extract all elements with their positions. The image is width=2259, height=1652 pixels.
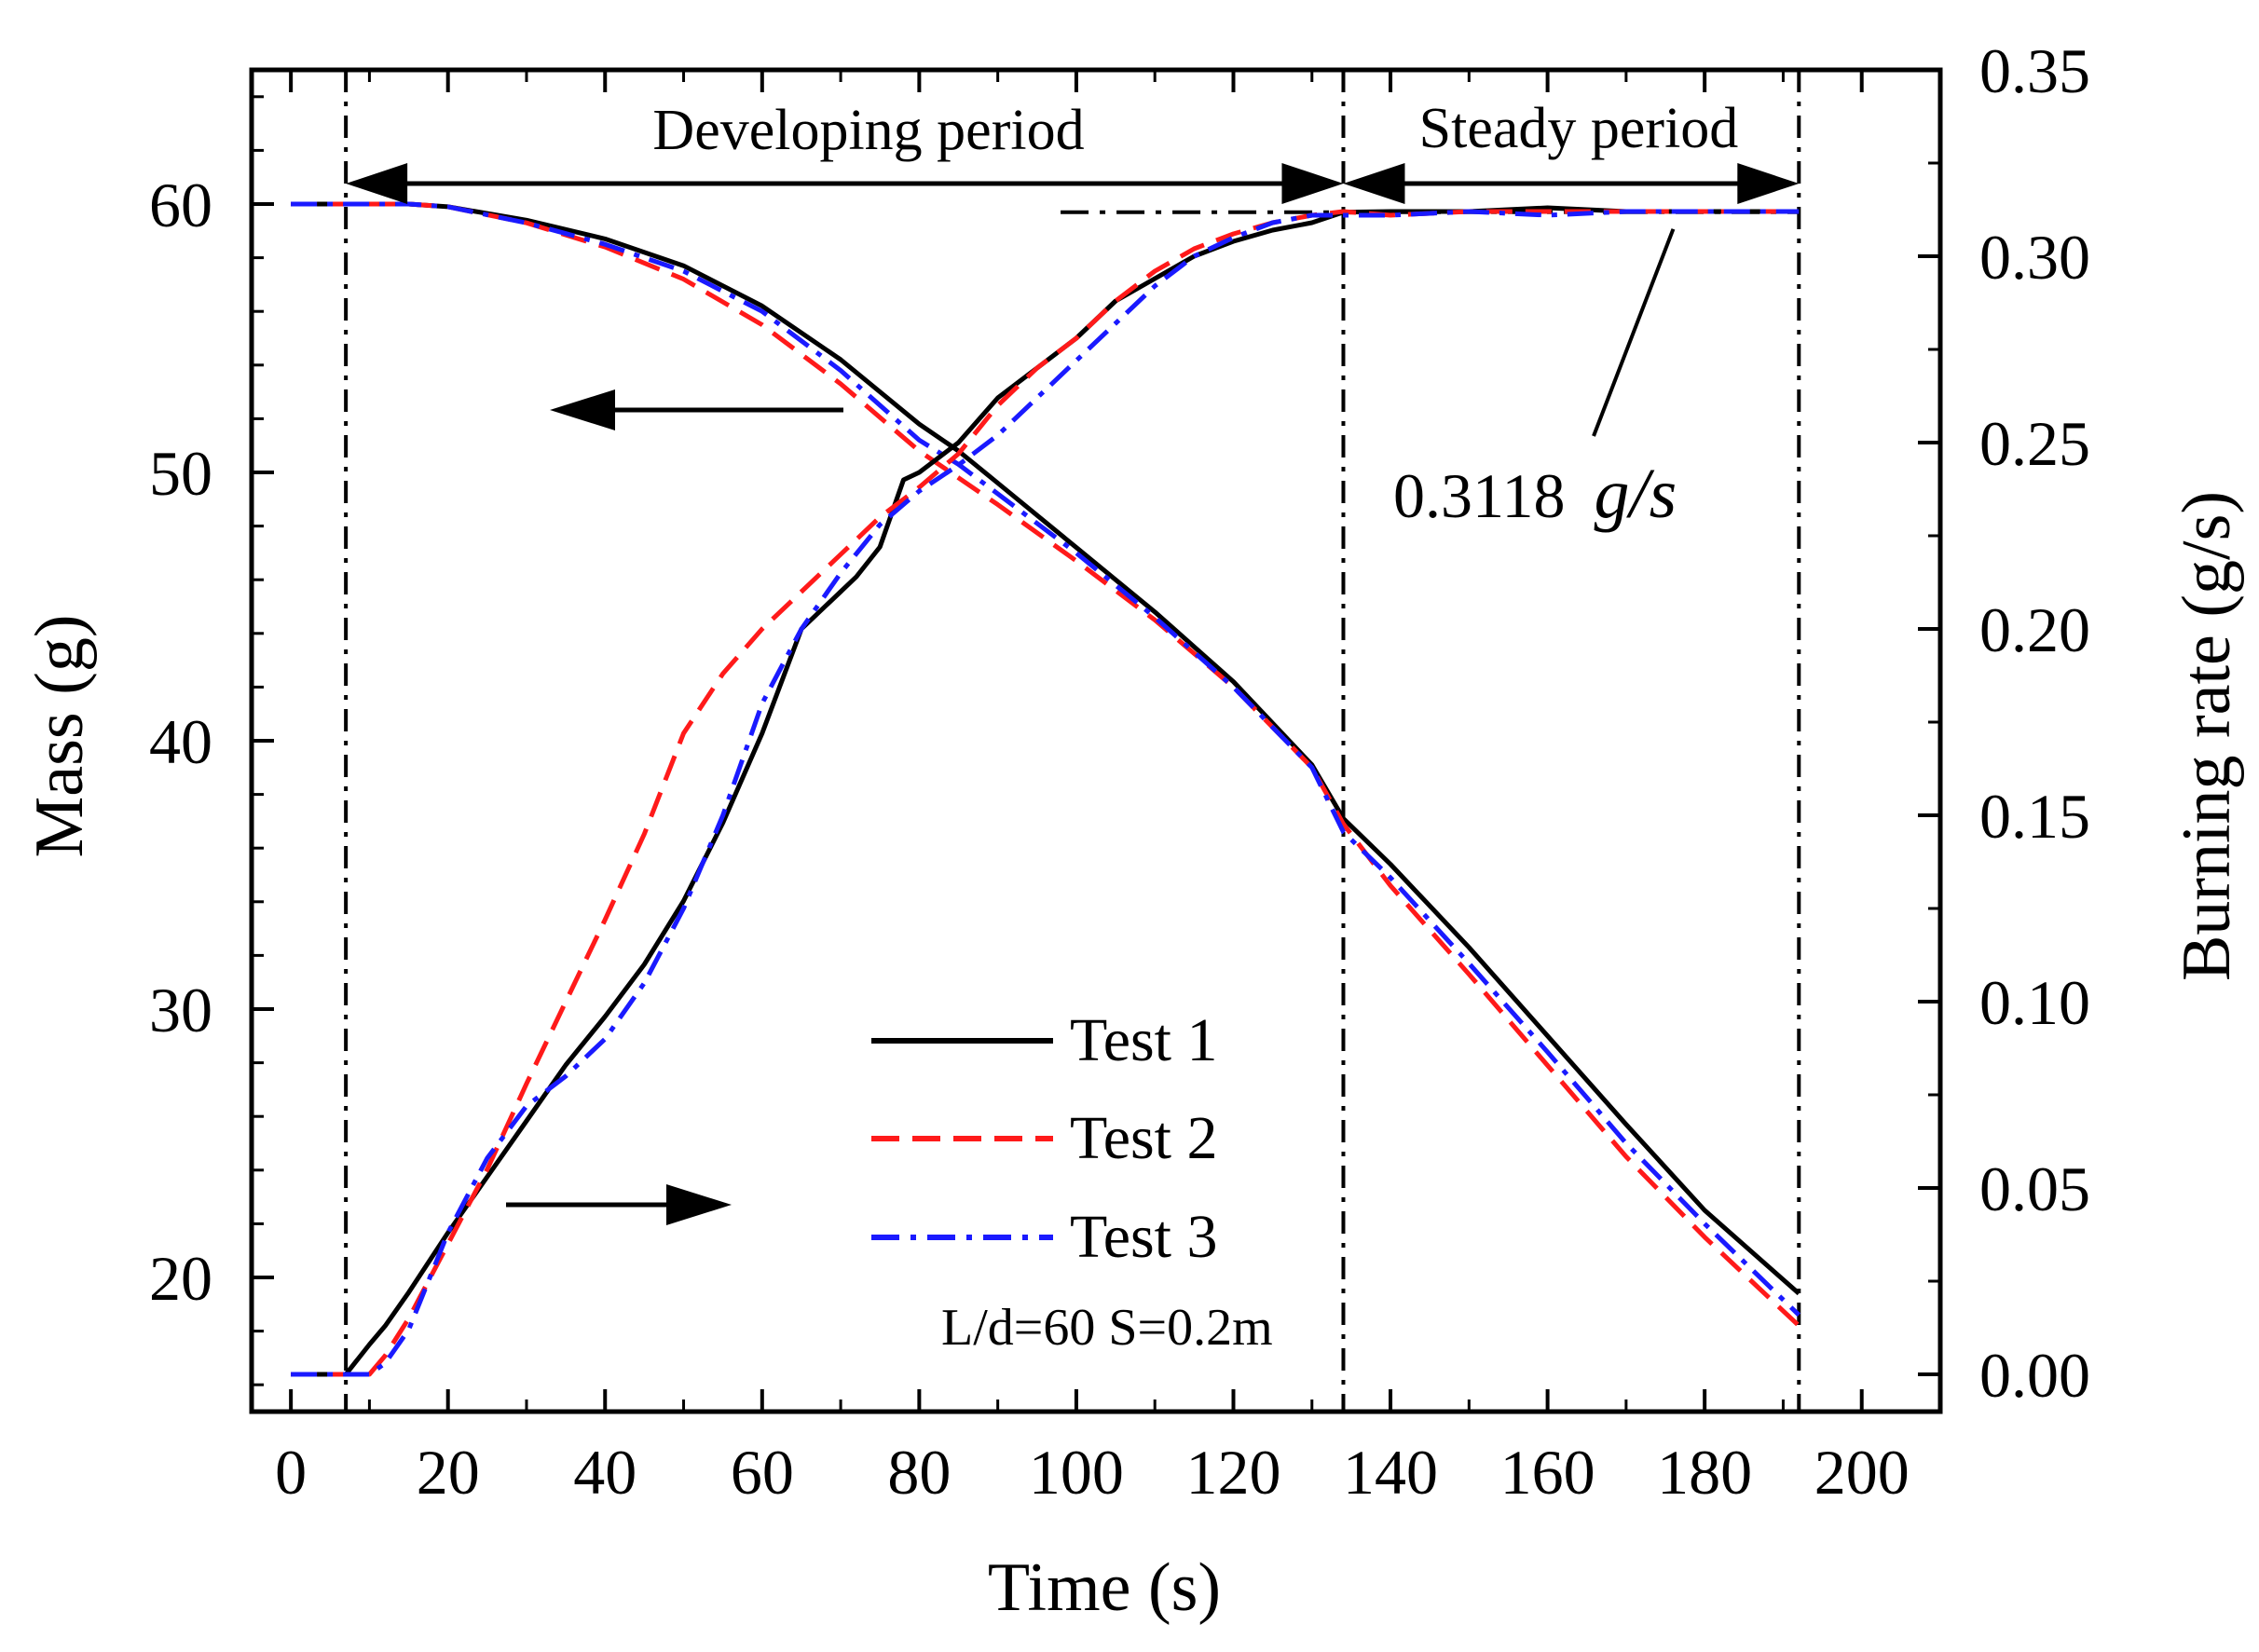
x-tick-label: 0 — [275, 1437, 307, 1508]
developing-period-label: Developing period — [652, 99, 1084, 162]
axis-titles: Time (s) Mass (g) Burning rate (g/s) — [21, 491, 2245, 1626]
x-tick-label: 20 — [417, 1437, 480, 1508]
steady-rate-value: 0.3118 — [1393, 460, 1565, 531]
series-test-1-rate — [291, 205, 1800, 1377]
legend: Test 1 Test 2 Test 3 — [871, 1006, 1218, 1271]
series-test-2-mass — [291, 201, 1801, 1328]
y-left-axis-title: Mass (g) — [21, 614, 98, 857]
series-lines — [291, 201, 1801, 1377]
left-axis-indicator-head — [550, 389, 615, 430]
axis-ticks — [252, 68, 1940, 1412]
developing-arrow-left-head — [346, 163, 408, 204]
steady-rate-pointer — [1592, 228, 1676, 437]
x-tick-label: 100 — [1029, 1437, 1124, 1508]
x-tick-label: 140 — [1343, 1437, 1438, 1508]
legend-label-test3: Test 3 — [1070, 1203, 1218, 1271]
steady-period-label: Steady period — [1419, 97, 1739, 160]
y-right-tick-label: 0.30 — [1979, 222, 2090, 293]
series-test-1-mass — [291, 201, 1800, 1296]
x-tick-label: 80 — [887, 1437, 951, 1508]
x-tick-label: 120 — [1185, 1437, 1280, 1508]
x-tick-label: 40 — [573, 1437, 637, 1508]
y-left-tick-label: 60 — [149, 170, 212, 240]
x-axis-title: Time (s) — [988, 1550, 1221, 1626]
y-left-tick-label: 40 — [149, 706, 212, 777]
x-tick-label: 160 — [1500, 1437, 1595, 1508]
x-tick-label: 200 — [1814, 1437, 1910, 1508]
steady-arrow-left-head — [1343, 163, 1405, 204]
annotations: Developing period Steady period 0.3118 g… — [346, 97, 1800, 1357]
developing-arrow-right-head — [1281, 163, 1344, 204]
y-right-tick-label: 0.05 — [1979, 1154, 2090, 1224]
y-right-tick-label: 0.20 — [1979, 594, 2090, 665]
steady-rate-unit: g/s — [1594, 455, 1677, 533]
y-right-tick-label: 0.35 — [1979, 35, 2090, 106]
y-left-tick-label: 30 — [149, 975, 212, 1045]
y-right-tick-label: 0.15 — [1979, 781, 2090, 852]
right-axis-indicator-head — [666, 1184, 732, 1225]
y-right-axis-title: Burning rate (g/s) — [2169, 491, 2245, 981]
y-right-tick-label: 0.25 — [1979, 408, 2090, 479]
y-left-tick-label: 50 — [149, 438, 212, 509]
x-tick-label: 60 — [731, 1437, 794, 1508]
series-test-2-rate — [291, 209, 1800, 1377]
legend-label-test1: Test 1 — [1070, 1006, 1218, 1074]
steady-rate-label: 0.3118 g/s — [1393, 455, 1677, 533]
steady-arrow-right-head — [1737, 163, 1800, 204]
y-right-tick-label: 0.10 — [1979, 967, 2090, 1038]
condition-label: L/d=60 S=0.2m — [941, 1299, 1273, 1357]
y-right-tick-label: 0.00 — [1979, 1340, 2090, 1411]
x-tick-label: 180 — [1657, 1437, 1752, 1508]
tick-labels: 0 20 40 60 80 100 120 140 160 180 200 20 30 40 50 60 0.0… — [149, 35, 2090, 1508]
legend-label-test2: Test 2 — [1070, 1104, 1218, 1172]
series-test-3-mass — [291, 201, 1801, 1318]
series-test-3-rate — [291, 209, 1800, 1377]
y-left-tick-label: 20 — [149, 1243, 212, 1314]
